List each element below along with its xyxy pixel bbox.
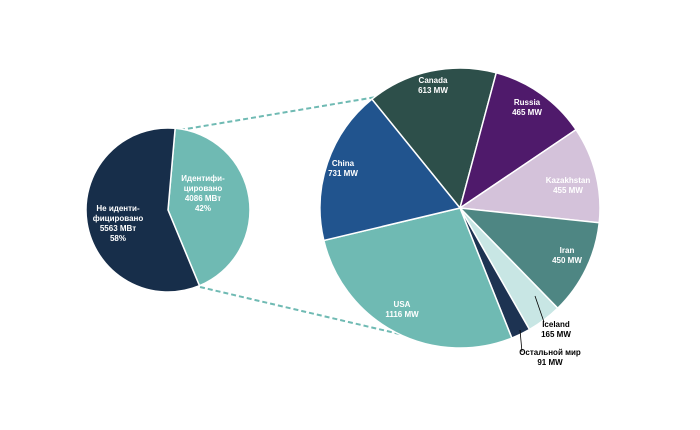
connector [179, 94, 389, 131]
leader-line [519, 329, 523, 353]
slice-label: 731 MW [328, 169, 358, 178]
slice-label: 465 MW [512, 108, 542, 117]
slice-label: цировано [184, 184, 223, 193]
pie-slice [458, 207, 601, 310]
slice-label: Идентифи- [181, 174, 225, 183]
connector [199, 286, 426, 341]
slice-label: 165 MW [541, 330, 571, 339]
slice-label: 1116 MW [385, 310, 419, 319]
pie-slice [370, 67, 498, 210]
pie-slice [167, 127, 251, 287]
slice-label: фицировано [93, 214, 144, 223]
slice-label: 5563 МВт [100, 224, 136, 233]
slice-label: 450 MW [552, 256, 582, 265]
slice-label: Iceland [542, 320, 570, 329]
slice-label: 455 MW [553, 186, 583, 195]
slice-label: Kazakhstan [546, 176, 591, 185]
pie-slice [457, 128, 601, 224]
slice-label: China [332, 159, 355, 168]
slice-label: 4086 МВт [185, 194, 221, 203]
pie-slice [458, 71, 578, 210]
slice-label: 42% [195, 204, 211, 213]
slice-label: Iran [560, 246, 575, 255]
pie-slice [85, 127, 201, 293]
slice-label: Canada [419, 76, 448, 85]
slice-label: 613 MW [418, 86, 448, 95]
pie-slice [319, 98, 462, 242]
slice-label: 58% [110, 234, 126, 243]
slice-label: Остальной мир [519, 348, 581, 357]
slice-label: 91 MW [537, 358, 563, 367]
leader-line [534, 295, 545, 323]
slice-label: USA [394, 300, 411, 309]
slice-label: Не иденти- [96, 204, 140, 213]
pie-slice [322, 207, 513, 349]
slice-label: Russia [514, 98, 541, 107]
